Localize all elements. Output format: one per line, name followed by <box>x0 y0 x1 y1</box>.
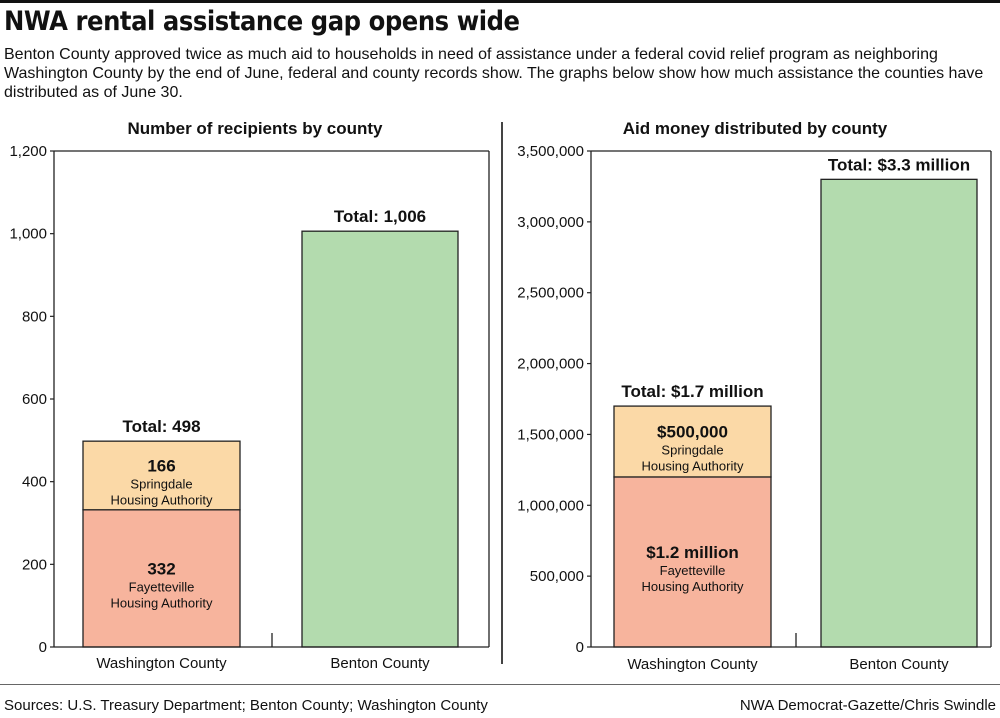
y-tick-label: 800 <box>22 308 47 325</box>
y-tick-label: 400 <box>22 474 47 491</box>
chart-recipients: 02004006008001,0001,200332FayettevilleHo… <box>9 143 490 672</box>
y-tick-label: 500,000 <box>530 568 584 585</box>
bar-total-label: Total: $3.3 million <box>828 155 970 174</box>
segment-name-line2: Housing Authority <box>111 492 213 507</box>
y-tick-label: 3,000,000 <box>517 214 584 231</box>
y-tick-label: 0 <box>39 639 47 656</box>
bar-total-label: Total: $1.7 million <box>621 382 763 401</box>
y-tick-label: 2,500,000 <box>517 285 584 302</box>
y-tick-label: 1,200 <box>9 143 47 160</box>
y-tick-label: 0 <box>576 639 584 656</box>
sources: Sources: U.S. Treasury Department; Bento… <box>4 697 488 714</box>
x-category-label: Benton County <box>330 655 430 672</box>
segment-name-line2: Housing Authority <box>642 579 744 594</box>
x-category-label: Washington County <box>627 656 758 673</box>
y-tick-label: 600 <box>22 391 47 408</box>
chart-title-recipients: Number of recipients by county <box>127 119 383 138</box>
x-category-label: Benton County <box>849 656 949 673</box>
segment-value-label: 332 <box>147 559 175 578</box>
segment-name-line1: Springdale <box>130 476 192 491</box>
bar-segment-1-0 <box>301 230 459 648</box>
segment-name-line2: Housing Authority <box>642 459 744 474</box>
y-tick-label: 2,000,000 <box>517 356 584 373</box>
bar-segment-0-1 <box>82 440 241 511</box>
segment-name-line1: Fayetteville <box>129 579 195 594</box>
segment-value-label: $500,000 <box>657 423 728 442</box>
chart-title-aid-money: Aid money distributed by county <box>622 119 888 138</box>
x-category-label: Washington County <box>96 655 227 672</box>
bar-segment-0-1 <box>613 405 772 478</box>
top-rule <box>0 0 1000 3</box>
chart-aid-money: 0 500,000 1,000,000 1,500,000 2,000,000 2,500… <box>517 143 992 673</box>
segment-name-line2: Housing Authority <box>111 595 213 610</box>
credit: NWA Democrat-Gazette/Chris Swindle <box>739 697 996 714</box>
bar-segment-1-0 <box>820 178 978 648</box>
segment-value-label: $1.2 million <box>646 543 739 562</box>
y-tick-label: 1,000 <box>9 226 47 243</box>
headline: NWA rental assistance gap opens wide <box>4 6 520 37</box>
y-tick-label: 3,500,000 <box>517 143 584 160</box>
intro-text: Benton County approved twice as much aid… <box>4 46 984 101</box>
y-tick-label: 1,000,000 <box>517 497 584 514</box>
segment-name-line1: Fayetteville <box>660 563 726 578</box>
segment-value-label: 166 <box>147 456 175 475</box>
bar-segment-0-0 <box>82 509 241 648</box>
y-tick-label: 1,500,000 <box>517 426 584 443</box>
chart-divider <box>501 122 503 664</box>
bar-segment-0-0 <box>613 476 772 648</box>
segment-name-line1: Springdale <box>661 443 723 458</box>
bar-total-label: Total: 498 <box>122 417 200 436</box>
y-tick-label: 200 <box>22 556 47 573</box>
bar-total-label: Total: 1,006 <box>334 207 426 226</box>
bottom-rule <box>0 684 1000 685</box>
